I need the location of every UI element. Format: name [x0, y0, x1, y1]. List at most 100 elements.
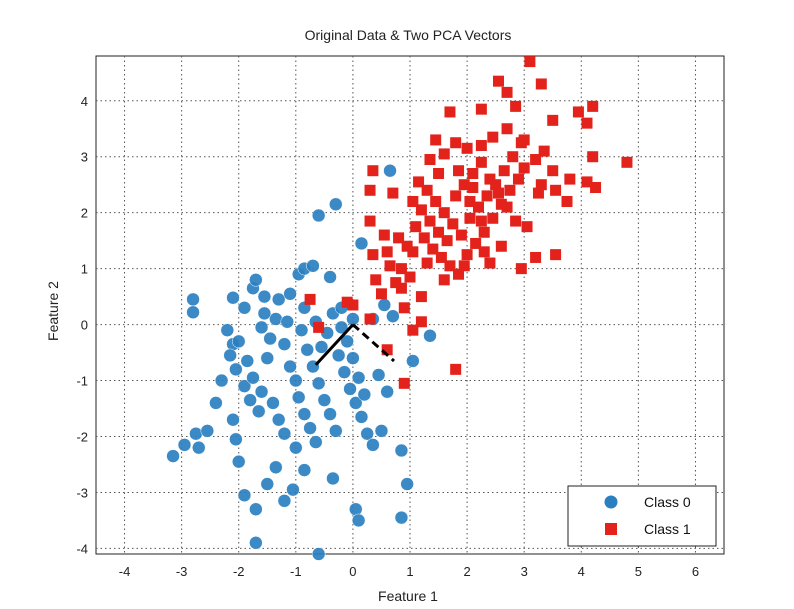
- y-tick-label: -3: [76, 485, 88, 500]
- class0-point: [186, 292, 200, 307]
- class1-point: [492, 187, 504, 199]
- class1-point: [438, 207, 450, 219]
- class0-point: [331, 348, 346, 363]
- y-tick-label: 1: [81, 262, 88, 277]
- class1-point: [395, 282, 407, 294]
- class1-point: [510, 215, 522, 227]
- class0-point: [254, 320, 269, 335]
- y-axis-label: Feature 2: [45, 281, 61, 341]
- class1-point: [524, 56, 536, 68]
- class0-point: [309, 435, 323, 449]
- class0-point: [166, 449, 180, 463]
- class1-point: [433, 226, 445, 238]
- class0-point: [269, 460, 283, 475]
- class0-point: [177, 438, 192, 452]
- class1-point: [375, 288, 387, 300]
- class1-point: [481, 190, 493, 202]
- class1-point: [484, 173, 496, 185]
- class1-point: [501, 201, 513, 213]
- class1-point: [447, 218, 459, 230]
- class1-point: [438, 274, 450, 286]
- class0-point: [192, 440, 206, 455]
- class0-point: [303, 421, 317, 435]
- class0-point: [349, 396, 363, 410]
- x-tick-label: 5: [635, 564, 642, 579]
- class0-point: [351, 513, 366, 528]
- class0-point: [269, 312, 283, 326]
- class1-point: [532, 187, 544, 199]
- class1-point: [498, 165, 510, 177]
- class1-point: [467, 181, 479, 193]
- class0-point: [423, 329, 437, 343]
- class0-point: [323, 407, 337, 421]
- class1-point: [487, 131, 499, 143]
- class0-point: [214, 373, 229, 388]
- class1-point: [490, 179, 502, 191]
- class0-point: [209, 396, 223, 410]
- y-tick-label: 3: [81, 150, 88, 165]
- y-tick-label: -2: [76, 429, 88, 444]
- class0-point: [374, 424, 389, 438]
- class0-point: [257, 289, 272, 304]
- class1-point: [433, 168, 445, 180]
- class0-point: [231, 334, 246, 349]
- class1-point: [430, 134, 442, 146]
- class1-point: [398, 302, 410, 314]
- class0-point: [237, 301, 252, 315]
- class0-point: [337, 365, 352, 379]
- class1-point: [427, 243, 439, 255]
- class1-point: [475, 103, 487, 115]
- class1-point: [398, 377, 410, 389]
- class1-point: [441, 235, 453, 247]
- class1-point: [378, 229, 390, 241]
- class0-point: [354, 410, 369, 424]
- legend-marker-class1: [605, 523, 617, 535]
- class0-point: [357, 387, 372, 402]
- class0-point: [311, 208, 326, 223]
- class1-point: [530, 251, 542, 263]
- class1-point: [550, 249, 562, 261]
- class0-point: [406, 354, 420, 368]
- class0-point: [323, 270, 337, 284]
- class0-point: [283, 287, 297, 301]
- class1-point: [381, 246, 393, 258]
- class0-point: [271, 412, 286, 427]
- x-tick-label: -3: [176, 564, 188, 579]
- class1-point: [504, 184, 516, 196]
- class1-point: [341, 296, 353, 308]
- class1-point: [461, 249, 473, 261]
- class1-point: [484, 257, 496, 269]
- legend-label-class0: Class 0: [644, 494, 691, 510]
- y-tick-label: 4: [81, 94, 88, 109]
- class1-point: [415, 316, 427, 328]
- class0-point: [283, 359, 297, 374]
- y-tick-label: -4: [76, 541, 88, 556]
- class0-point: [200, 424, 215, 438]
- class1-point: [475, 215, 487, 227]
- class1-point: [453, 165, 465, 177]
- x-tick-label: 0: [349, 564, 356, 579]
- class1-point: [587, 100, 599, 112]
- class1-point: [572, 106, 584, 118]
- class0-point: [231, 454, 246, 469]
- class0-point: [351, 370, 366, 385]
- class0-point: [289, 440, 303, 455]
- class1-point: [478, 246, 490, 258]
- class0-point: [349, 502, 363, 516]
- class1-point: [444, 106, 456, 118]
- class1-point: [395, 263, 407, 275]
- class1-point: [464, 212, 476, 224]
- legend-marker-class0: [604, 495, 618, 509]
- class1-point: [438, 148, 450, 160]
- x-tick-label: 4: [578, 564, 585, 579]
- class1-point: [418, 232, 430, 244]
- class0-point: [243, 393, 257, 407]
- class1-point: [590, 181, 602, 193]
- class0-point: [226, 290, 240, 305]
- class0-point: [277, 494, 292, 508]
- legend-box: [567, 485, 717, 547]
- x-tick-label: -1: [290, 564, 302, 579]
- class0-point: [237, 379, 252, 393]
- class0-point: [346, 351, 360, 365]
- class0-point: [343, 382, 357, 396]
